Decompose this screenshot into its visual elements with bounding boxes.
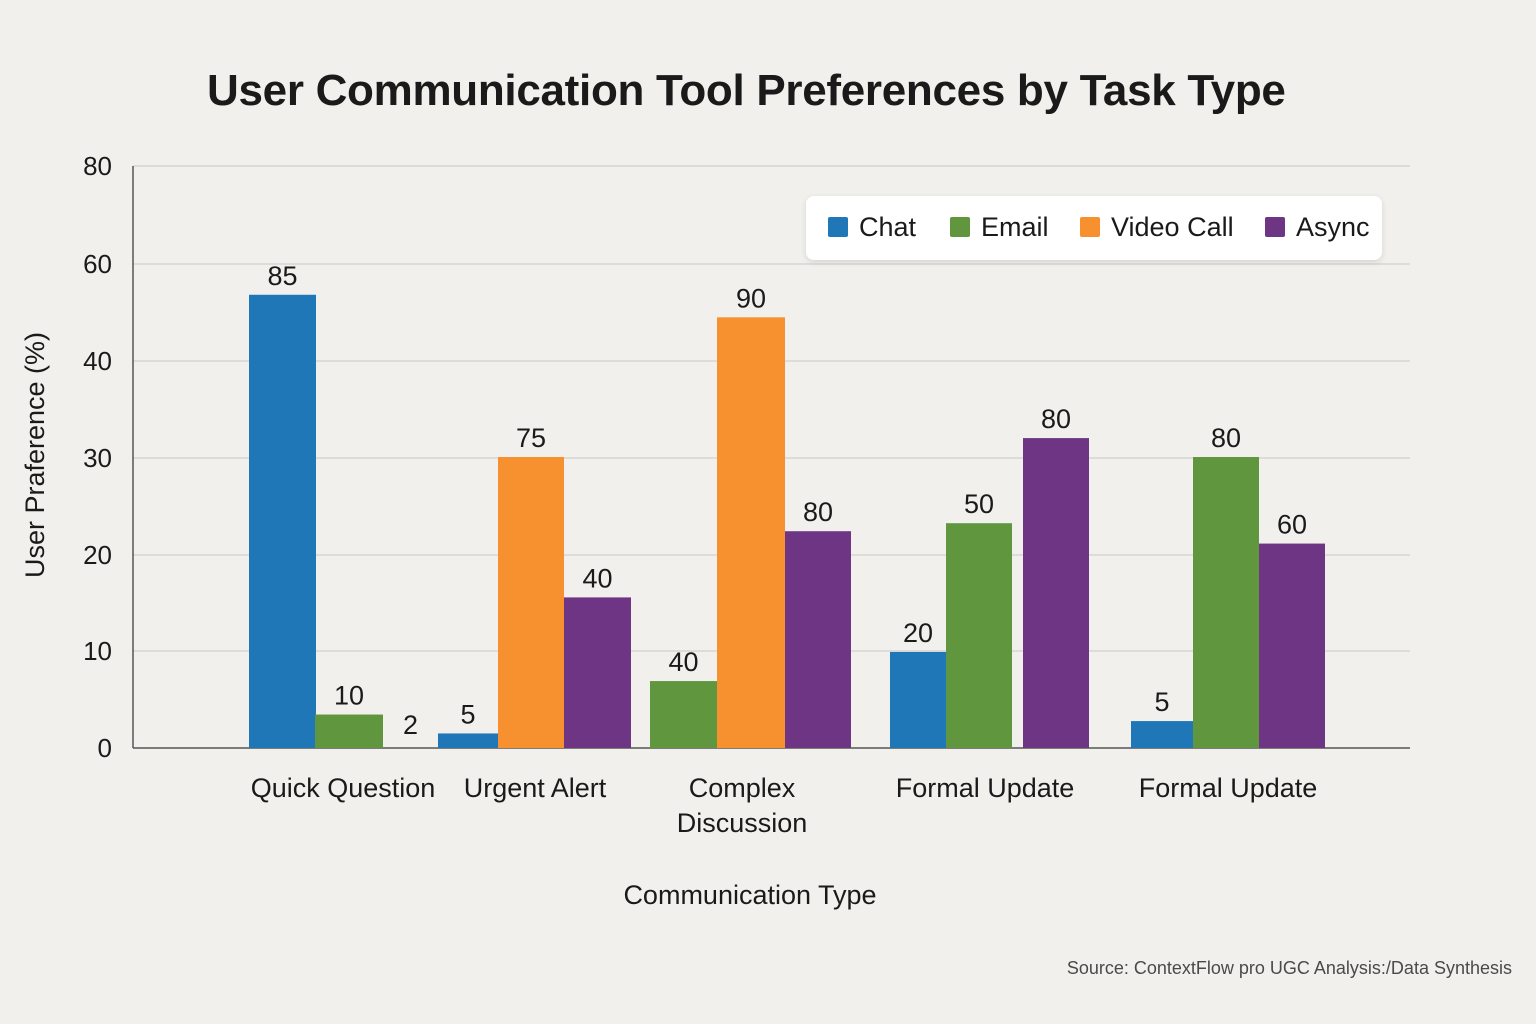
x-category-label: Formal Update [1139, 773, 1318, 803]
legend-swatch-video-call [1080, 217, 1100, 237]
x-category-label: Complex [689, 773, 796, 803]
y-tick-label: 0 [98, 733, 112, 763]
data-label: 80 [1211, 423, 1241, 453]
legend-label-email: Email [981, 212, 1049, 242]
legend-label-video-call: Video Call [1111, 212, 1234, 242]
y-tick-labels: 0 10 20 30 40 60 80 [83, 151, 112, 763]
data-label: 10 [334, 681, 364, 711]
x-category-label: Urgent Alert [464, 773, 607, 803]
data-label: 20 [903, 618, 933, 648]
bar-async [1259, 543, 1325, 748]
source-note: Source: ContextFlow pro UGC Analysis:/Da… [1067, 958, 1512, 978]
y-tick-label: 20 [83, 540, 112, 570]
y-tick-label: 40 [83, 346, 112, 376]
y-tick-label: 30 [83, 443, 112, 473]
data-label: 5 [1154, 687, 1169, 717]
x-category-label: Discussion [677, 808, 808, 838]
bar-async [785, 531, 851, 748]
legend-label-chat: Chat [859, 212, 917, 242]
legend-swatch-email [950, 217, 970, 237]
bar-video-call [498, 457, 564, 748]
data-label: 5 [460, 699, 475, 729]
bar-email [1193, 457, 1259, 748]
bars [249, 294, 1325, 748]
data-label: 85 [267, 261, 297, 291]
legend: Chat Email Video Call Async [806, 196, 1382, 260]
bar-chat [438, 733, 498, 748]
data-label: 2 [403, 710, 418, 740]
data-label: 80 [1041, 404, 1071, 434]
legend-swatch-async [1265, 217, 1285, 237]
x-category-label: Quick Question [251, 773, 436, 803]
y-axis-title: User Praference (%) [20, 332, 50, 578]
x-axis-title: Communication Type [623, 880, 876, 910]
bar-chat [1131, 721, 1193, 748]
data-label: 90 [736, 283, 766, 313]
y-tick-label: 60 [83, 249, 112, 279]
bar-email [315, 714, 383, 748]
bar-email [946, 523, 1012, 748]
legend-label-async: Async [1296, 212, 1370, 242]
bar-email [650, 681, 717, 748]
bar-chat [249, 294, 316, 748]
data-label: 40 [582, 563, 612, 593]
data-label: 60 [1277, 510, 1307, 540]
bar-chat [890, 651, 946, 748]
data-labels: 85 10 2 5 75 40 40 90 80 20 50 80 5 80 60 [267, 261, 1307, 740]
data-label: 75 [516, 423, 546, 453]
y-tick-label: 80 [83, 151, 112, 181]
bar-video-call [717, 317, 785, 748]
data-label: 40 [668, 647, 698, 677]
x-category-label: Formal Update [896, 773, 1075, 803]
chart-title: User Communication Tool Preferences by T… [207, 66, 1286, 115]
y-tick-label: 10 [83, 636, 112, 666]
bar-async [564, 597, 631, 748]
data-label: 50 [964, 489, 994, 519]
data-label: 80 [803, 497, 833, 527]
legend-swatch-chat [828, 217, 848, 237]
bar-async [1023, 438, 1089, 748]
x-category-labels: Quick Question Urgent Alert Complex Discuss… [251, 773, 1318, 838]
